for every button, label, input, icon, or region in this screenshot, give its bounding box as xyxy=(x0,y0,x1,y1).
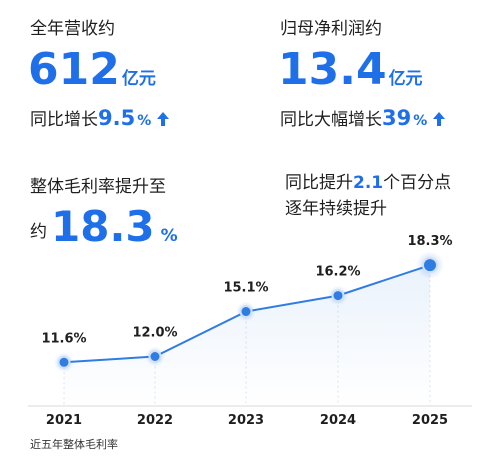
up-arrow-icon xyxy=(433,112,446,126)
x-tick-2021: 2021 xyxy=(46,413,82,428)
gross-margin-label: 整体毛利率提升至 xyxy=(30,177,166,197)
margin-note-suffix: 个百分点 xyxy=(383,173,452,193)
revenue-value-group: 612 亿元 xyxy=(28,48,156,92)
data-label-2021: 11.6% xyxy=(41,331,86,346)
net-profit-label: 归母净利润约 xyxy=(280,19,382,39)
data-label-2022: 12.0% xyxy=(132,326,177,341)
chart-caption: 近五年整体毛利率 xyxy=(30,438,118,451)
data-point-2025 xyxy=(422,257,438,274)
x-tick-2022: 2022 xyxy=(137,413,173,428)
net-profit-value: 13.4 xyxy=(278,44,387,95)
net-profit-growth-sign: % xyxy=(413,113,428,129)
gross-margin-prefix: 约 xyxy=(30,222,47,242)
margin-note-line1: 同比提升2.1个百分点 xyxy=(285,170,451,196)
revenue-growth-value: 9.5 xyxy=(98,106,136,130)
data-point-2024 xyxy=(331,289,345,303)
data-label-2024: 16.2% xyxy=(315,265,360,280)
margin-note-value: 2.1 xyxy=(353,173,384,193)
data-label-2023: 15.1% xyxy=(223,281,268,296)
margin-note-prefix: 同比提升 xyxy=(285,173,353,193)
data-point-2023 xyxy=(239,305,253,319)
data-point-2022 xyxy=(148,350,162,363)
net-profit-growth-prefix: 同比大幅增长 xyxy=(280,110,382,130)
net-profit-growth: 同比大幅增长39% xyxy=(280,105,446,130)
revenue-unit: 亿元 xyxy=(121,69,156,89)
net-profit-value-group: 13.4 亿元 xyxy=(278,48,423,92)
gross-margin-value-group: 约18.3% xyxy=(30,206,178,248)
net-profit-growth-value: 39 xyxy=(382,106,412,130)
up-arrow-icon xyxy=(157,112,170,126)
data-point-2021 xyxy=(57,355,71,369)
gross-margin-value: 18.3 xyxy=(51,202,155,251)
chart-data-labels: 11.6% 12.0% 15.1% 16.2% 18.3% xyxy=(41,234,452,346)
revenue-growth-prefix: 同比增长 xyxy=(30,110,98,130)
chart-x-ticks: 2021 2022 2023 2024 2025 xyxy=(46,413,448,428)
revenue-value: 612 xyxy=(28,44,120,95)
data-label-2025: 18.3% xyxy=(407,234,452,249)
x-tick-2024: 2024 xyxy=(320,413,356,428)
margin-note-line2: 逐年持续提升 xyxy=(285,199,387,219)
x-tick-2023: 2023 xyxy=(228,413,264,428)
revenue-growth-sign: % xyxy=(137,113,152,129)
margin-note: 同比提升2.1个百分点 逐年持续提升 xyxy=(285,170,451,222)
gross-margin-sign: % xyxy=(160,226,178,246)
x-tick-2025: 2025 xyxy=(412,413,448,428)
revenue-growth: 同比增长9.5% xyxy=(30,105,170,130)
chart-points xyxy=(54,251,444,373)
revenue-label: 全年营收约 xyxy=(30,19,115,39)
net-profit-unit: 亿元 xyxy=(388,69,423,89)
